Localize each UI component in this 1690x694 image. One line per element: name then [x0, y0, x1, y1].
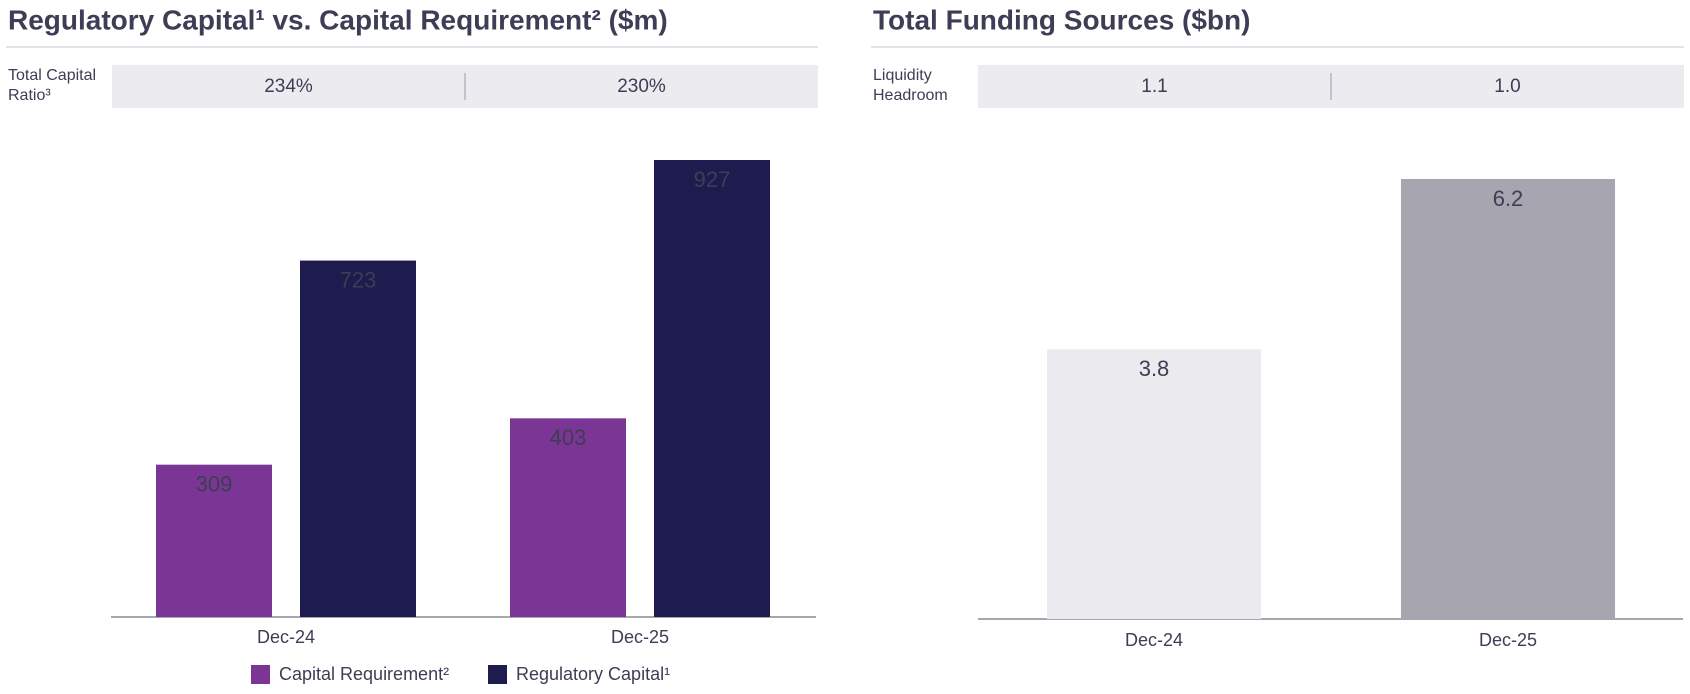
- summary-label: Liquidity Headroom: [873, 67, 948, 104]
- data-label: 3.8: [1139, 356, 1170, 381]
- data-label: 403: [550, 425, 587, 450]
- data-label: 309: [196, 471, 233, 496]
- summary-value: 1.1: [1141, 76, 1167, 97]
- summary-label: Total Capital Ratio³: [8, 67, 96, 104]
- bar: [510, 418, 626, 617]
- bar: [300, 260, 416, 617]
- chart-title: Total Funding Sources ($bn): [873, 4, 1250, 35]
- data-label: 6.2: [1493, 186, 1524, 211]
- legend-label: Regulatory Capital¹: [516, 664, 670, 684]
- bar: [156, 464, 272, 617]
- summary-value: 230%: [617, 76, 666, 97]
- legend-label: Capital Requirement²: [279, 664, 449, 684]
- data-label: 927: [694, 167, 731, 192]
- chart-title: Regulatory Capital¹ vs. Capital Requirem…: [8, 4, 668, 35]
- legend-swatch: [488, 665, 507, 684]
- x-tick-label: Dec-24: [1125, 630, 1183, 650]
- bar: [1047, 349, 1261, 619]
- summary-value: 234%: [264, 76, 313, 97]
- bar: [654, 160, 770, 617]
- legend-swatch: [251, 665, 270, 684]
- bar: [1401, 179, 1615, 619]
- summary-value: 1.0: [1494, 76, 1520, 97]
- x-tick-label: Dec-25: [1479, 630, 1537, 650]
- x-tick-label: Dec-24: [257, 627, 315, 647]
- data-label: 723: [340, 267, 377, 292]
- x-tick-label: Dec-25: [611, 627, 669, 647]
